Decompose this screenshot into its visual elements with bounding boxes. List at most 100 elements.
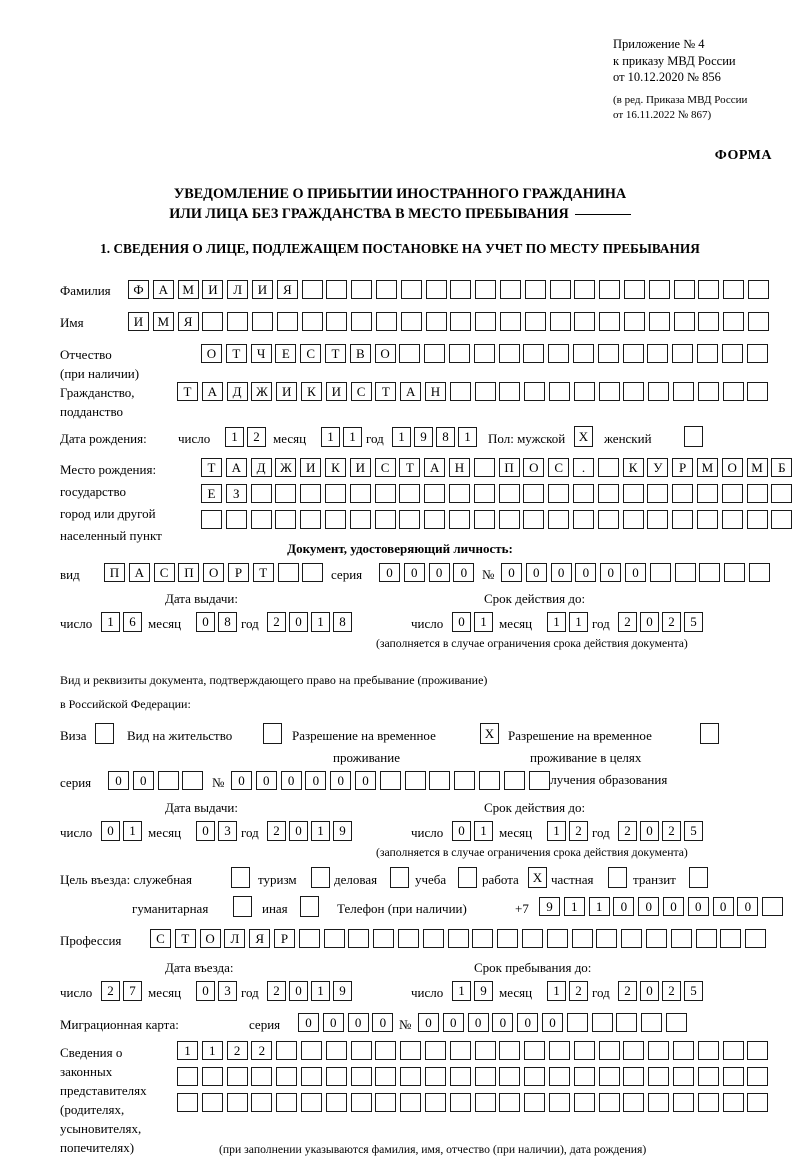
char-cell[interactable] [450, 280, 472, 299]
char-cell[interactable]: 3 [218, 821, 237, 841]
char-cell[interactable] [548, 382, 570, 401]
char-cell[interactable] [696, 510, 718, 529]
char-cell[interactable] [473, 510, 495, 529]
char-cell[interactable] [574, 280, 596, 299]
char-cell[interactable]: 0 [322, 1013, 344, 1032]
purpose-business-checkbox[interactable] [390, 867, 409, 888]
char-cell[interactable] [275, 510, 297, 529]
char-cell[interactable] [574, 312, 596, 331]
char-cell[interactable] [648, 382, 670, 401]
sex-female-checkbox[interactable] [684, 426, 703, 447]
char-cell[interactable] [350, 1093, 372, 1112]
char-cell[interactable] [276, 312, 298, 331]
char-cell[interactable] [546, 929, 568, 948]
char-cell[interactable] [473, 484, 495, 503]
char-cell[interactable]: М [152, 312, 174, 331]
char-cell[interactable]: 1 [547, 981, 566, 1001]
char-cell[interactable] [201, 1093, 223, 1112]
char-cell[interactable] [182, 771, 204, 790]
char-cell[interactable]: Ч [250, 344, 272, 363]
char-cell[interactable]: 2 [247, 427, 266, 447]
char-cell[interactable] [375, 280, 397, 299]
char-cell[interactable] [721, 344, 743, 363]
char-cell[interactable] [699, 563, 721, 582]
char-cell[interactable]: 0 [403, 563, 425, 582]
char-cell[interactable] [523, 510, 545, 529]
char-cell[interactable]: 1 [177, 1041, 198, 1060]
char-cell[interactable]: 0 [640, 821, 659, 841]
char-cell[interactable]: С [548, 458, 570, 477]
char-cell[interactable] [497, 929, 519, 948]
char-cell[interactable] [301, 312, 323, 331]
char-cell[interactable]: Д [226, 382, 248, 401]
char-cell[interactable] [674, 563, 696, 582]
char-cell[interactable] [573, 1041, 595, 1060]
char-cell[interactable]: 1 [569, 612, 588, 632]
char-cell[interactable] [350, 1041, 372, 1060]
char-cell[interactable]: М [746, 458, 768, 477]
char-cell[interactable] [424, 1067, 446, 1086]
char-cell[interactable]: 7 [123, 981, 142, 1001]
char-cell[interactable] [596, 929, 618, 948]
char-cell[interactable] [448, 510, 470, 529]
char-cell[interactable]: 2 [226, 1041, 248, 1060]
char-cell[interactable] [673, 280, 695, 299]
char-cell[interactable] [499, 1093, 521, 1112]
char-cell[interactable] [478, 771, 500, 790]
char-cell[interactable]: 0 [640, 612, 659, 632]
char-cell[interactable]: 1 [311, 612, 330, 632]
residence-permit-checkbox[interactable] [263, 723, 282, 744]
char-cell[interactable] [424, 510, 446, 529]
char-cell[interactable]: З [225, 484, 247, 503]
char-cell[interactable] [566, 1013, 588, 1032]
char-cell[interactable] [697, 1041, 719, 1060]
char-cell[interactable]: И [128, 312, 149, 331]
char-cell[interactable] [597, 344, 619, 363]
char-cell[interactable] [251, 1093, 273, 1112]
char-cell[interactable]: 0 [453, 563, 475, 582]
char-cell[interactable]: 0 [492, 1013, 514, 1032]
char-cell[interactable]: А [424, 458, 446, 477]
char-cell[interactable]: 0 [737, 897, 759, 916]
char-cell[interactable]: Р [227, 563, 249, 582]
char-cell[interactable] [695, 929, 717, 948]
char-cell[interactable] [647, 344, 669, 363]
char-cell[interactable] [474, 382, 496, 401]
char-cell[interactable]: 0 [687, 897, 709, 916]
char-cell[interactable] [399, 484, 421, 503]
char-cell[interactable]: 1 [563, 897, 585, 916]
char-cell[interactable] [724, 563, 746, 582]
char-cell[interactable]: Т [324, 344, 346, 363]
char-cell[interactable] [523, 484, 545, 503]
char-cell[interactable]: 0 [638, 897, 660, 916]
char-cell[interactable] [622, 484, 644, 503]
char-cell[interactable] [623, 1093, 645, 1112]
char-cell[interactable]: И [202, 280, 224, 299]
char-cell[interactable]: 0 [108, 771, 129, 790]
char-cell[interactable]: 0 [613, 897, 635, 916]
char-cell[interactable]: 2 [267, 981, 286, 1001]
char-cell[interactable]: С [374, 458, 396, 477]
char-cell[interactable] [721, 510, 743, 529]
char-cell[interactable]: 1 [392, 427, 411, 447]
char-cell[interactable]: 0 [379, 563, 400, 582]
char-cell[interactable] [747, 382, 769, 401]
char-cell[interactable] [597, 458, 619, 477]
char-cell[interactable] [571, 929, 593, 948]
char-cell[interactable]: 0 [231, 771, 252, 790]
char-cell[interactable]: Ж [251, 382, 273, 401]
char-cell[interactable]: 2 [569, 821, 588, 841]
char-cell[interactable] [623, 312, 645, 331]
char-cell[interactable]: 2 [618, 821, 637, 841]
char-cell[interactable] [450, 312, 472, 331]
char-cell[interactable]: 0 [662, 897, 684, 916]
char-cell[interactable] [498, 344, 520, 363]
birthplace-input-line-3[interactable] [201, 510, 793, 529]
char-cell[interactable] [528, 771, 550, 790]
